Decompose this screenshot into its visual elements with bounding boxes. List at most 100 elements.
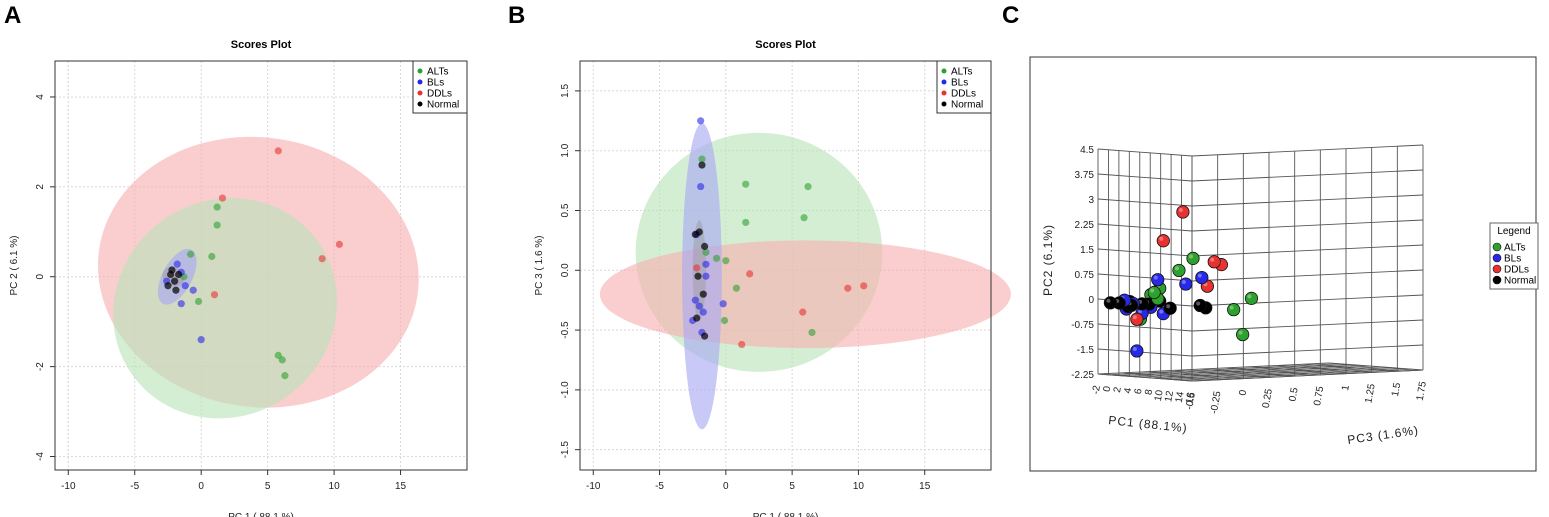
point-ball: [1130, 344, 1144, 358]
legend-marker-alts: [1492, 242, 1502, 252]
y-axis-label: PC2 (6.1%): [1041, 224, 1055, 296]
y-tick-label: 0.5: [560, 203, 571, 217]
point-alts: [698, 155, 706, 163]
point-ddls: [844, 284, 852, 292]
floor-grid-x: [1108, 363, 1340, 376]
point-alts: [722, 257, 730, 265]
point-ball: [1193, 298, 1207, 313]
point-alts: [742, 218, 750, 227]
floor-grid-z: [1277, 364, 1372, 373]
floor-grid-z: [1226, 367, 1321, 376]
point-ddls: [318, 255, 326, 263]
legend-marker-normal: [941, 101, 947, 107]
z-tick-label: 0.25: [1261, 388, 1275, 410]
z-tick-label: 0: [1237, 389, 1249, 397]
point-ball: [1172, 263, 1186, 278]
floor-grid-z: [1174, 369, 1270, 378]
y-tick-label: 1.5: [560, 84, 571, 98]
point-bls: [697, 117, 705, 125]
point-ddls: [1176, 205, 1190, 219]
x-tick-label: 8: [1143, 388, 1155, 396]
point-ball: [1176, 205, 1190, 219]
point-ddls: [1130, 312, 1144, 326]
plot-frame: [54, 60, 468, 471]
point-ddls: [799, 308, 807, 316]
point-alts: [208, 252, 216, 261]
y-tick-label: -1.0: [560, 381, 571, 399]
legend-marker-ddls: [417, 90, 423, 96]
point-ball: [1207, 255, 1221, 269]
point-bls: [1151, 273, 1165, 287]
point-ddls: [693, 264, 701, 272]
point-alts: [213, 203, 221, 211]
x-tick-label: 12: [1163, 390, 1176, 403]
legend-label-normal: Normal: [951, 100, 983, 111]
point-alts: [278, 356, 286, 364]
x-tick-label: -5: [130, 481, 139, 492]
point-alts: [1147, 285, 1161, 300]
point-ball: [1227, 303, 1241, 317]
point-highlight: [1229, 305, 1234, 310]
point-normal: [694, 272, 702, 280]
point-alts: [742, 180, 750, 188]
point-ddls: [746, 270, 754, 278]
legend-label-normal: Normal: [1504, 276, 1536, 287]
point-normal: [1193, 298, 1207, 313]
plot-title: Scores Plot: [231, 39, 292, 51]
point-bls: [197, 336, 205, 344]
legend-label-ddls: DDLs: [1504, 265, 1529, 276]
legend-label-normal: Normal: [427, 100, 459, 111]
point-bls: [173, 260, 181, 268]
wall-grid-horizontal: [1097, 223, 1193, 232]
x-tick-label: 4: [1122, 387, 1134, 395]
point-alts: [213, 221, 221, 229]
point-bls: [181, 282, 189, 290]
point-ball: [1147, 285, 1161, 300]
point-bls: [189, 286, 197, 294]
point-highlight: [1106, 298, 1111, 303]
legend-label-ddls: DDLs: [427, 89, 452, 100]
y-tick-label: -0.5: [560, 321, 571, 339]
point-alts: [702, 248, 710, 256]
point-alts: [194, 297, 203, 306]
legend-marker-normal: [417, 101, 423, 107]
legend-label-bls: BLs: [427, 78, 444, 89]
point-highlight: [1159, 236, 1164, 241]
legend-marker-alts: [417, 68, 423, 74]
point-ball: [1195, 270, 1209, 285]
legend-title: Legend: [1497, 226, 1530, 237]
y-tick-label: 1.0: [560, 143, 571, 157]
wall-grid-horizontal: [1191, 369, 1424, 382]
y-tick-label: -2.25: [1071, 370, 1094, 381]
y-tick-label: 3.75: [1075, 170, 1095, 181]
wall-grid-horizontal: [1191, 244, 1424, 257]
z-tick-label: 1.5: [1390, 381, 1403, 397]
point-alts: [186, 250, 195, 258]
wall-grid-horizontal: [1191, 144, 1424, 157]
point-ddls: [218, 194, 227, 202]
legend-marker-bls: [417, 79, 423, 85]
x-tick-label: 6: [1133, 387, 1145, 395]
z-tick-label: 1.25: [1363, 383, 1377, 405]
point-ball: [1163, 301, 1177, 315]
point-ball: [1151, 273, 1165, 287]
legend-marker-ddls: [941, 90, 947, 96]
panel-label-a: A: [4, 2, 22, 29]
legend-label-alts: ALTs: [427, 67, 449, 78]
x-axis-label: PC 1 ( 88.1 %): [753, 512, 819, 517]
point-ddls: [1156, 234, 1170, 248]
point-ball: [1186, 251, 1200, 265]
floor-grid-z: [1303, 363, 1398, 372]
floor-grid-x: [1139, 365, 1371, 378]
y-tick-label: -1.5: [560, 441, 571, 459]
panel-frame: [1029, 56, 1537, 472]
floor-grid-z: [1251, 366, 1347, 375]
point-ball: [1156, 234, 1170, 248]
z-tick-label: 1.75: [1415, 380, 1429, 402]
point-bls: [702, 260, 710, 268]
point-alts: [1236, 327, 1250, 342]
z-tick-label: -0.5: [1184, 391, 1198, 410]
point-highlight: [1174, 266, 1179, 271]
point-highlight: [1132, 315, 1137, 320]
